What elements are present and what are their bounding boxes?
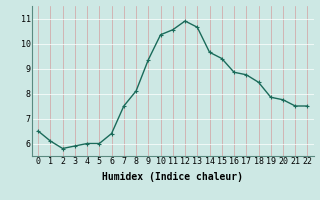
X-axis label: Humidex (Indice chaleur): Humidex (Indice chaleur) [102, 172, 243, 182]
